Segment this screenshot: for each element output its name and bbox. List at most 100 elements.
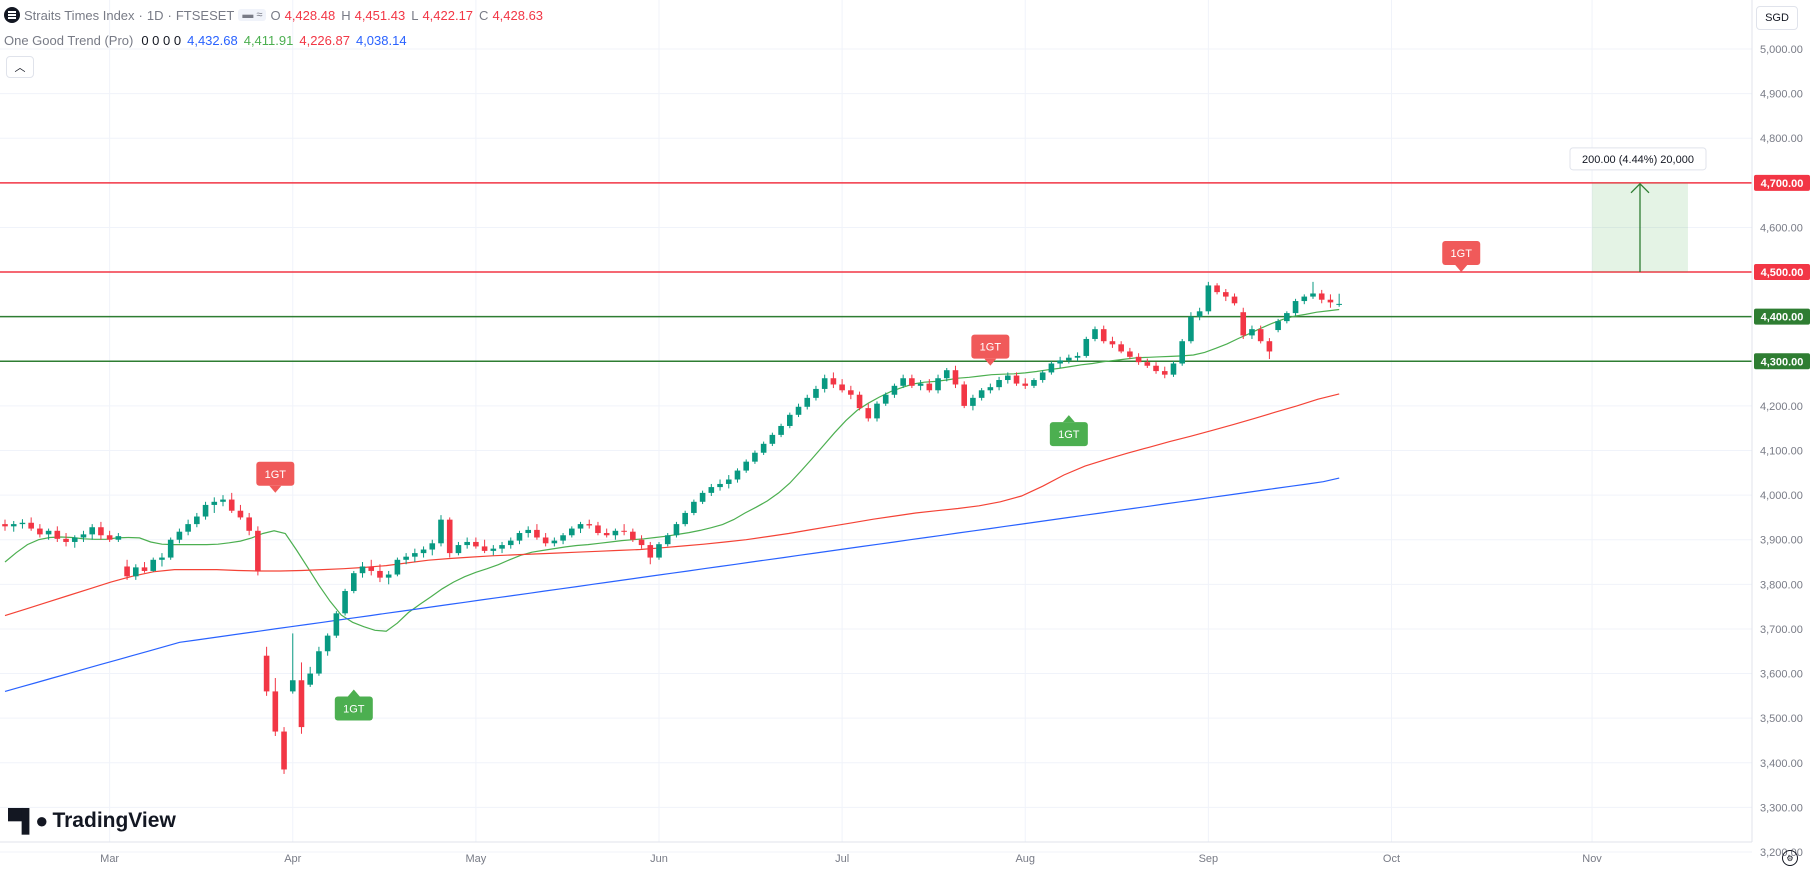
candle — [647, 541, 654, 565]
candle — [45, 528, 52, 540]
candle — [874, 401, 880, 422]
candle-body — [1031, 380, 1037, 386]
candle-body — [316, 651, 322, 674]
candle-body — [900, 378, 906, 386]
candle — [351, 570, 357, 594]
candle — [37, 524, 43, 538]
candle — [106, 530, 113, 542]
candle-body — [150, 559, 157, 571]
candlesticks — [2, 281, 1342, 774]
currency-button[interactable]: SGD — [1756, 6, 1798, 30]
compare-icon[interactable]: ▬ ≈ — [238, 9, 267, 21]
candle-body — [19, 522, 26, 525]
candle — [63, 533, 69, 547]
symbol-header: Straits Times Index · 1D · FTSESET ▬ ≈ O… — [4, 7, 547, 23]
candle — [324, 633, 331, 656]
candle — [656, 541, 662, 560]
candle-body — [682, 512, 688, 525]
indicator-name[interactable]: One Good Trend (Pro) — [4, 33, 134, 48]
candle-body — [429, 543, 436, 550]
candle-body — [1327, 299, 1334, 303]
candle-body — [272, 691, 279, 732]
candle — [377, 564, 383, 583]
level-label-bg — [1754, 308, 1810, 325]
candle — [194, 512, 200, 528]
candle-body — [882, 394, 889, 404]
candle — [307, 666, 313, 687]
collapse-chevron-icon[interactable]: ︿ — [6, 56, 34, 78]
candle-body — [516, 533, 523, 541]
candle — [211, 497, 218, 513]
symbol-name[interactable]: Straits Times Index — [24, 7, 135, 23]
candle — [1118, 341, 1124, 354]
candle — [1275, 318, 1281, 333]
candle-body — [98, 527, 104, 536]
signal-box — [1049, 422, 1088, 447]
candle — [10, 520, 17, 532]
candle — [1109, 336, 1116, 348]
candle-body — [438, 519, 444, 544]
price-tick-label: 3,700.00 — [1760, 624, 1803, 636]
candle-body — [952, 370, 959, 385]
candle-body — [769, 434, 776, 444]
menu-icon[interactable] — [4, 7, 20, 23]
price-tick-label: 4,900.00 — [1760, 89, 1803, 101]
candle — [891, 383, 898, 398]
candle-body — [1039, 372, 1046, 381]
candle — [150, 557, 157, 572]
tradingview-logo[interactable]: ▀▌● TradingView — [8, 808, 176, 834]
indicator-value-3: 4,226.87 — [299, 33, 350, 48]
candle — [525, 526, 531, 538]
candle — [856, 391, 863, 411]
candle-body — [412, 553, 418, 557]
candle — [778, 423, 784, 438]
candle-body — [385, 574, 392, 578]
indicator-value-2: 4,411.91 — [243, 33, 294, 48]
signal-box — [1442, 240, 1481, 265]
candle — [839, 379, 845, 393]
candle-body — [228, 499, 235, 511]
candle — [28, 517, 34, 531]
candle — [481, 539, 488, 554]
horizontal-levels — [0, 182, 1752, 363]
candle — [263, 646, 270, 696]
time-axis[interactable]: Mar Apr May Jun Jul Aug Sep Oct Nov — [0, 841, 1752, 865]
candle — [935, 374, 941, 394]
settings-icon[interactable]: ⚙ — [1782, 850, 1798, 866]
candle-body — [80, 534, 87, 538]
candle-body — [725, 479, 732, 484]
candle — [603, 528, 610, 538]
candle — [1214, 283, 1220, 295]
low-value: 4,422.17 — [422, 7, 474, 23]
signal-box — [256, 461, 295, 486]
candle-body — [359, 566, 366, 574]
level-label-bg — [1754, 264, 1810, 281]
candle — [664, 533, 671, 547]
signal-pointer — [269, 485, 282, 493]
candle-body — [586, 524, 593, 526]
open-value: 4,428.48 — [284, 7, 336, 23]
signal-label: 1GT — [980, 342, 1002, 354]
interval[interactable]: 1D — [146, 7, 164, 23]
candle — [1249, 325, 1255, 339]
candle — [412, 548, 418, 563]
candle-body — [1188, 316, 1194, 342]
time-tick-label: Aug — [1015, 853, 1035, 865]
candle — [961, 381, 967, 409]
candle-body — [760, 443, 767, 453]
candle — [987, 383, 994, 394]
price-tick-label: 3,900.00 — [1760, 535, 1803, 547]
candle-body — [368, 566, 375, 571]
candle-body — [45, 530, 52, 535]
candle-body — [612, 530, 619, 536]
candle — [769, 432, 776, 447]
price-axis[interactable]: 5,000.00 4,900.00 4,800.00 4,600.00 4,200.00… — [1751, 0, 1812, 872]
candle-body — [1092, 329, 1098, 339]
signal-box — [334, 696, 373, 721]
candle — [1336, 293, 1342, 307]
candle — [734, 468, 741, 483]
candle — [586, 519, 593, 529]
price-tick-label: 3,600.00 — [1760, 669, 1803, 681]
price-tick-label: 4,000.00 — [1760, 490, 1803, 502]
